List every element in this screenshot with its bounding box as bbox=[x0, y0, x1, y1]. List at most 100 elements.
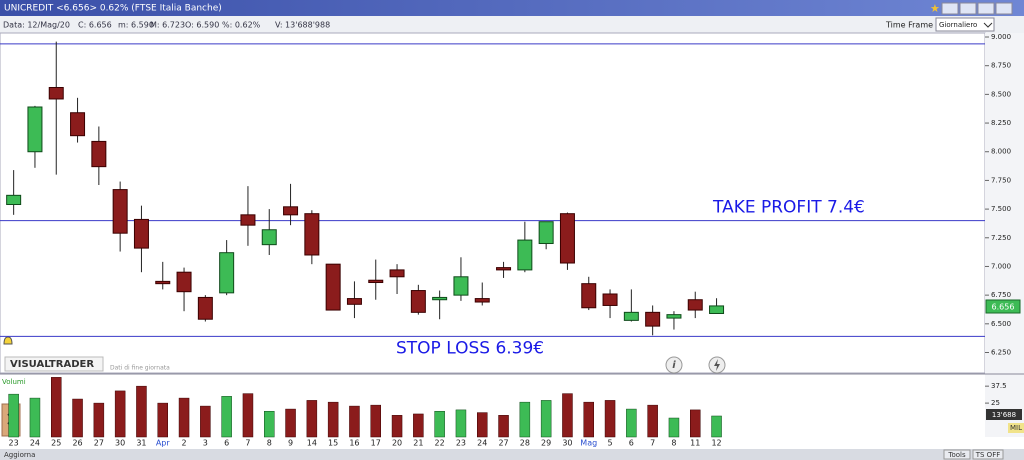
x-tick-label: 14 bbox=[307, 439, 317, 448]
candle-body bbox=[304, 213, 320, 256]
x-tick-label: 23 bbox=[9, 439, 19, 448]
y-tick-label: 6.750 bbox=[991, 291, 1011, 299]
volume-unit: MIL bbox=[1010, 424, 1022, 432]
volume-bar bbox=[583, 401, 594, 438]
candle-body bbox=[474, 298, 490, 303]
flash-icon bbox=[714, 359, 720, 371]
info-pct: %: 0.62% bbox=[222, 21, 261, 30]
x-tick-label: 17 bbox=[371, 439, 381, 448]
x-tick-label: 27 bbox=[94, 439, 104, 448]
info-date: Data: 12/Mag/20 bbox=[3, 21, 70, 30]
y-tick-label: 8.500 bbox=[991, 90, 1011, 98]
y-tick-label: 37.5 bbox=[991, 382, 1007, 390]
candle-body bbox=[538, 221, 554, 245]
info-button[interactable] bbox=[665, 356, 683, 374]
y-tick-label: 7.750 bbox=[991, 176, 1011, 184]
volume-bar bbox=[285, 408, 296, 438]
volume-bar bbox=[93, 402, 105, 438]
x-tick-label: 24 bbox=[30, 439, 40, 448]
x-tick-label: 30 bbox=[562, 439, 572, 448]
plot: 6.250 6.500 6.750 7.000 7.250 7.500 7.750 8.000… bbox=[0, 33, 1011, 448]
info-close: C: 6.656 bbox=[78, 21, 112, 30]
x-tick-label: 24 bbox=[477, 439, 487, 448]
volume-bar bbox=[29, 397, 41, 438]
x-tick-label: 20 bbox=[392, 439, 402, 448]
y-tick-label: 7.500 bbox=[991, 205, 1011, 213]
y-tick-label: 6.500 bbox=[991, 320, 1011, 328]
ts-button[interactable] bbox=[972, 449, 1004, 460]
candle-body bbox=[432, 296, 448, 301]
candle-body bbox=[368, 279, 384, 284]
time-frame-value: Giornaliero bbox=[939, 21, 977, 29]
price-panel bbox=[0, 32, 986, 374]
candle-body bbox=[410, 290, 426, 313]
close-button[interactable] bbox=[995, 2, 1013, 15]
candle-body bbox=[346, 298, 362, 305]
x-tick-label: 3 bbox=[203, 439, 208, 448]
time-frame-select[interactable] bbox=[935, 17, 995, 32]
y-tick-label: 6.250 bbox=[991, 348, 1011, 356]
volume-bar bbox=[306, 400, 318, 438]
candle-body bbox=[176, 271, 192, 293]
candle-body bbox=[240, 214, 256, 226]
window-title: UNICREDIT <6.656> 0.62% (FTSE Italia Ban… bbox=[4, 4, 222, 14]
minimize-button[interactable] bbox=[941, 2, 959, 15]
volume-bar bbox=[327, 401, 339, 438]
volume-bar bbox=[72, 398, 83, 438]
volume-bar bbox=[626, 408, 637, 438]
y-tick-label: 8.250 bbox=[991, 119, 1011, 127]
candle-body bbox=[581, 283, 597, 309]
volume-bar bbox=[690, 409, 701, 438]
restore-button[interactable] bbox=[977, 2, 995, 15]
candle-body bbox=[453, 276, 469, 296]
volume-bar bbox=[391, 415, 403, 438]
volume-bar bbox=[711, 415, 722, 438]
candle-body bbox=[645, 311, 661, 327]
info-max: M: 6.723 bbox=[150, 21, 185, 30]
volume-bar bbox=[200, 405, 211, 438]
x-tick-label: 9 bbox=[288, 439, 293, 448]
favorite-icon[interactable]: ★ bbox=[930, 2, 940, 15]
info-open: O: 6.590 bbox=[185, 21, 219, 30]
volume-bar bbox=[349, 405, 360, 438]
volume-unit-box bbox=[1008, 423, 1024, 433]
axis-panel bbox=[985, 33, 1024, 437]
check-button[interactable] bbox=[959, 2, 977, 15]
x-tick-label: 8 bbox=[671, 439, 676, 448]
volume-bar bbox=[413, 413, 424, 438]
status-bar bbox=[0, 449, 1024, 460]
x-tick-label: 8 bbox=[267, 439, 272, 448]
candle-body bbox=[6, 194, 22, 206]
volume-bar bbox=[668, 417, 680, 438]
candle-body bbox=[559, 213, 575, 264]
x-tick-label: 12 bbox=[711, 439, 721, 448]
x-tick-label: 23 bbox=[456, 439, 466, 448]
candle-body bbox=[70, 112, 86, 137]
volume-bar bbox=[136, 385, 147, 438]
last-price-box bbox=[985, 299, 1021, 314]
x-tick-label: 25 bbox=[51, 439, 61, 448]
candle-body bbox=[133, 218, 149, 249]
y-tick-label: 7.250 bbox=[991, 234, 1011, 242]
x-tick-label: 6 bbox=[224, 439, 229, 448]
logo-subtitle: Dati di fine giornata bbox=[110, 365, 170, 372]
title-bar bbox=[0, 0, 1024, 16]
x-tick-label: 11 bbox=[690, 439, 700, 448]
tools-button[interactable] bbox=[943, 449, 971, 460]
info-min: m: 6.590 bbox=[118, 21, 154, 30]
candle-body bbox=[687, 299, 703, 311]
y-tick-label: 7.000 bbox=[991, 262, 1011, 270]
alert-icon[interactable] bbox=[3, 336, 13, 345]
tools-label: Tools bbox=[947, 451, 966, 459]
horizontal-line-label: TAKE PROFIT 7.4€ bbox=[712, 198, 865, 218]
volume-tag: 13'688 bbox=[992, 411, 1016, 419]
x-tick-label: Mag bbox=[580, 439, 597, 448]
refresh-button[interactable]: Aggiorna bbox=[4, 451, 35, 459]
candle-body bbox=[27, 106, 43, 153]
volume-tag-box bbox=[986, 409, 1022, 420]
volume-bar bbox=[604, 400, 616, 438]
candle-body bbox=[261, 229, 277, 246]
candle-body bbox=[623, 311, 639, 321]
candle-body bbox=[389, 269, 405, 278]
